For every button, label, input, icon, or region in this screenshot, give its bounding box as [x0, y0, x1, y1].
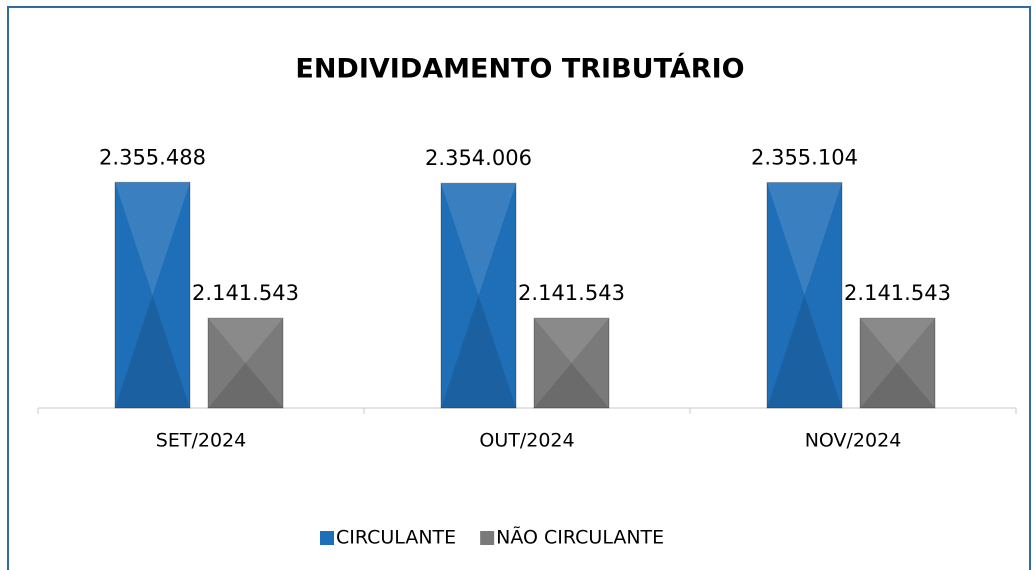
- bar-bevel: [767, 295, 842, 408]
- bar: [114, 181, 191, 409]
- data-label: 2.141.543: [518, 281, 625, 305]
- x-tick-label: OUT/2024: [479, 430, 574, 452]
- bar-bevel: [115, 295, 190, 408]
- bar: [533, 317, 610, 409]
- x-tick-label: NOV/2024: [805, 430, 902, 452]
- bar: [859, 317, 936, 409]
- data-label: 2.141.543: [192, 281, 299, 305]
- legend-label: CIRCULANTE: [336, 527, 456, 549]
- data-label: 2.355.488: [99, 145, 206, 169]
- bar-bevel: [860, 318, 935, 364]
- bar-bevel: [208, 363, 283, 408]
- bar-bevel: [208, 318, 283, 364]
- bar-bevel: [115, 182, 190, 296]
- x-tick-label: SET/2024: [156, 430, 246, 452]
- data-label: 2.354.006: [425, 146, 532, 170]
- chart-title: ENDIVIDAMENTO TRIBUTÁRIO: [295, 53, 744, 85]
- legend-label: NÃO CIRCULANTE: [496, 526, 664, 549]
- legend-swatch: [480, 531, 495, 545]
- bar: [766, 182, 843, 409]
- bar-bevel: [534, 318, 609, 364]
- bar-bevel: [534, 363, 609, 408]
- bar: [207, 317, 284, 409]
- bar: [440, 182, 517, 409]
- data-label: 2.355.104: [751, 146, 858, 170]
- bar-bevel: [767, 182, 842, 296]
- legend-swatch: [320, 531, 334, 545]
- bar-bevel: [441, 295, 516, 408]
- data-label: 2.141.543: [844, 281, 951, 305]
- bar-bevel: [441, 183, 516, 296]
- bar-bevel: [860, 363, 935, 408]
